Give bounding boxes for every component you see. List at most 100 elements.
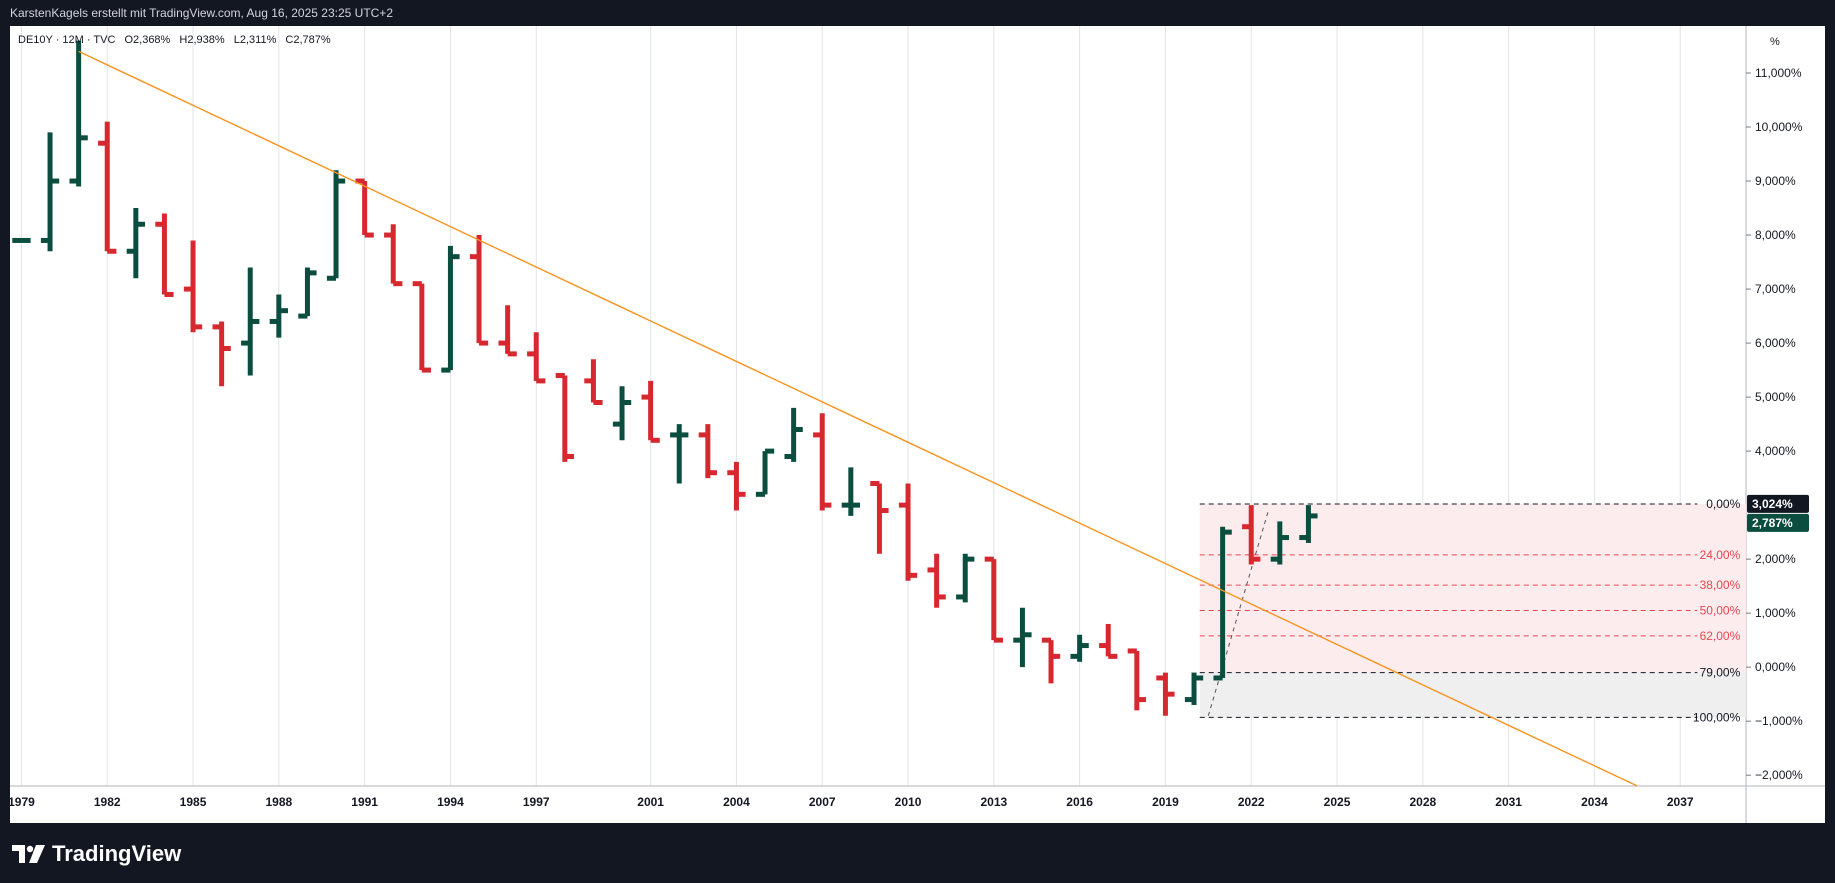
x-tick-label: 1997 xyxy=(523,795,550,809)
legend-high: H2,938% xyxy=(179,34,225,46)
ohlc-bar xyxy=(1099,623,1118,659)
ohlc-bar xyxy=(1127,648,1146,711)
ohlc-bar xyxy=(641,380,660,443)
legend-open: O2,368% xyxy=(124,34,171,46)
ohlc-bar xyxy=(355,178,374,238)
ohlc-bar xyxy=(298,267,317,319)
brand-name: TradingView xyxy=(52,841,182,866)
ohlc-bar xyxy=(527,332,546,384)
ohlc-bar xyxy=(584,359,603,405)
ohlc-bar xyxy=(1242,505,1261,565)
y-tick-label: 10,000% xyxy=(1755,120,1803,134)
ohlc-bar xyxy=(126,208,145,279)
legend-close: C2,787% xyxy=(285,34,331,46)
fib-level-label: 62,00% xyxy=(1700,629,1741,643)
x-tick-label: 1994 xyxy=(437,795,464,809)
y-tick-label: 9,000% xyxy=(1755,174,1796,188)
x-tick-label: 1979 xyxy=(10,795,35,809)
axis-unit-label[interactable]: % xyxy=(1770,36,1780,48)
tradingview-logo[interactable]: TradingView xyxy=(12,841,181,867)
y-tick-label: 4,000% xyxy=(1755,444,1796,458)
y-tick-label: −1,000% xyxy=(1755,714,1803,728)
ohlc-bar xyxy=(612,386,632,441)
y-tick-label: −2,000% xyxy=(1755,768,1803,782)
y-tick-label: 8,000% xyxy=(1755,228,1796,242)
x-tick-label: 2013 xyxy=(980,795,1007,809)
ohlc-bar xyxy=(841,467,860,516)
y-tick-label: 0,000% xyxy=(1755,660,1796,674)
attribution-bar: KarstenKagels erstellt mit TradingView.c… xyxy=(0,0,1835,26)
ohlc-bar xyxy=(956,553,975,603)
symbol-legend: DE10Y · 12M · TVC O2,368% H2,938% L2,311… xyxy=(18,34,337,46)
x-tick-label: 2016 xyxy=(1066,795,1093,809)
price-tag xyxy=(1747,513,1809,532)
y-tick-label: 5,000% xyxy=(1755,390,1796,404)
ohlc-bar xyxy=(412,281,431,373)
x-tick-label: 2004 xyxy=(723,795,750,809)
ohlc-bar xyxy=(927,553,946,608)
footer-bar: TradingView xyxy=(0,823,1835,883)
ohlc-bar xyxy=(498,305,517,357)
y-tick-label: 1,000% xyxy=(1755,606,1796,620)
price-tag-label: 2,787% xyxy=(1752,516,1793,530)
attribution-text: KarstenKagels erstellt mit TradingView.c… xyxy=(10,6,393,20)
price-tag xyxy=(1747,494,1809,513)
ohlc-bar xyxy=(755,448,775,497)
price-tag-label: 3,024% xyxy=(1752,497,1793,511)
ohlc-bar xyxy=(698,424,717,479)
y-tick-label: 2,000% xyxy=(1755,552,1796,566)
x-tick-label: 1982 xyxy=(94,795,121,809)
ohlc-bar xyxy=(1270,521,1289,565)
ohlc-bar xyxy=(441,245,460,373)
x-tick-label: 2019 xyxy=(1152,795,1179,809)
chart-canvas[interactable]: 1979 1982 1985 1988 1991 1994 1997 2001 2004 2007… xyxy=(10,26,1825,823)
legend-low: L2,311% xyxy=(233,34,277,46)
ohlc-bar xyxy=(984,556,1003,643)
ohlc-bar xyxy=(269,294,288,338)
ohlc-bar xyxy=(1070,634,1089,662)
ohlc-bar xyxy=(469,235,489,346)
x-tick-label: 2010 xyxy=(895,795,922,809)
fib-dashed-leg xyxy=(1207,510,1269,716)
x-tick-label: 2034 xyxy=(1581,795,1608,809)
legend-symbol: DE10Y · 12M · TVC xyxy=(18,34,116,46)
ohlc-bar xyxy=(212,321,231,387)
x-tick-label: 2001 xyxy=(637,795,664,809)
y-tick-label: 7,000% xyxy=(1755,282,1796,296)
x-tick-label: 2031 xyxy=(1495,795,1522,809)
fib-level-label: 100,00% xyxy=(1693,710,1741,724)
ohlc-bar xyxy=(670,424,689,484)
ohlc-bar xyxy=(326,170,346,281)
ohlc-bar xyxy=(784,407,803,462)
x-tick-label: 2025 xyxy=(1324,795,1351,809)
x-tick-label: 1985 xyxy=(180,795,207,809)
fib-level-label: 24,00% xyxy=(1700,548,1741,562)
chart-frame[interactable]: 1979 1982 1985 1988 1991 1994 1997 2001 2004 2007… xyxy=(10,26,1825,823)
ohlc-bar xyxy=(1041,637,1061,684)
x-tick-label: 2022 xyxy=(1238,795,1265,809)
ohlc-bar xyxy=(241,267,260,376)
ohlc-bar xyxy=(1184,672,1204,705)
x-tick-label: 1988 xyxy=(265,795,292,809)
x-tick-label: 2037 xyxy=(1667,795,1694,809)
ohlc-bar xyxy=(898,483,918,581)
ohlc-bar xyxy=(384,224,403,287)
fib-zone-lower xyxy=(1199,672,1746,718)
fib-level-label: 50,00% xyxy=(1700,603,1741,617)
fib-level-label: 38,00% xyxy=(1700,578,1741,592)
y-tick-label: 11,000% xyxy=(1755,66,1802,80)
x-tick-label: 1991 xyxy=(351,795,378,809)
ohlc-bar xyxy=(98,121,117,254)
ohlc-bar xyxy=(870,481,889,554)
ohlc-bar xyxy=(183,240,203,333)
tradingview-logo-icon xyxy=(12,845,45,863)
x-tick-label: 2007 xyxy=(809,795,836,809)
ohlc-bar xyxy=(69,40,88,187)
x-tick-label: 2028 xyxy=(1409,795,1436,809)
ohlc-bar xyxy=(555,372,574,462)
fib-level-label: 79,00% xyxy=(1700,666,1741,680)
ohlc-bar xyxy=(1013,607,1032,668)
trendline xyxy=(78,50,1638,787)
fib-level-label: 0,00% xyxy=(1706,497,1740,511)
ohlc-bar xyxy=(1156,672,1175,716)
